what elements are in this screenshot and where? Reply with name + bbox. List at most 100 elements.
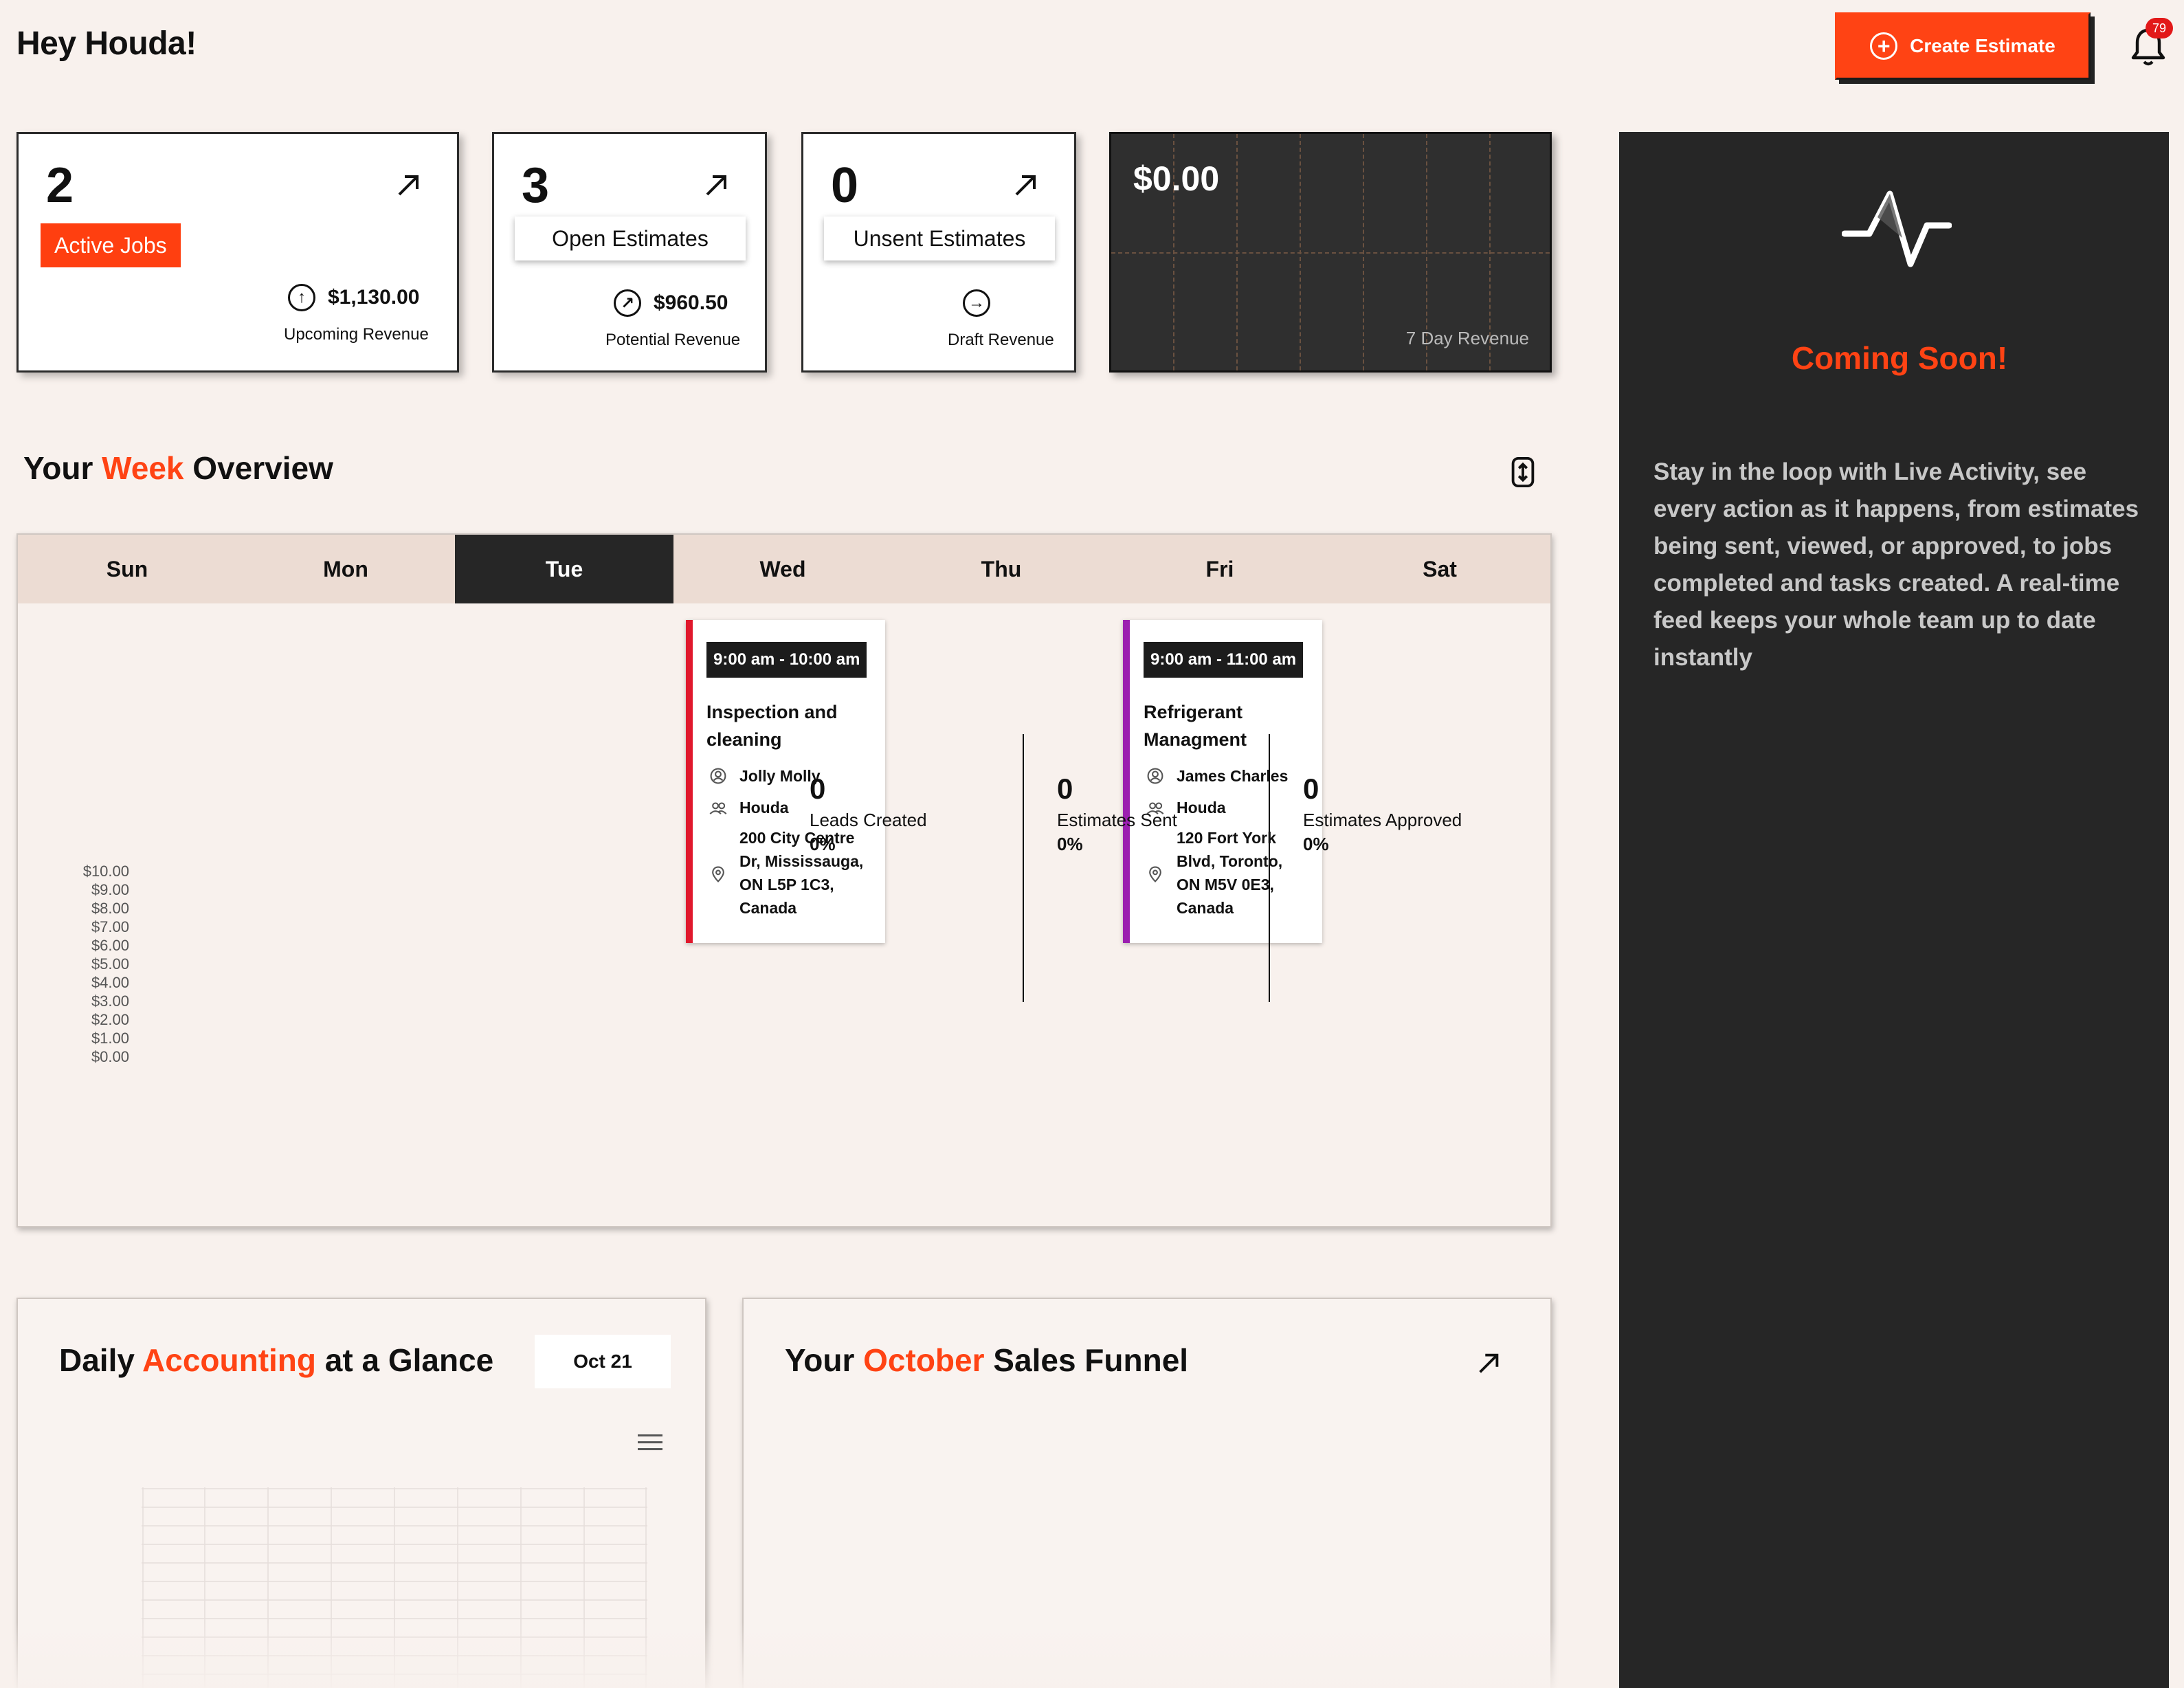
y-tick: $8.00: [91, 900, 129, 917]
day-header-wed[interactable]: Wed: [673, 535, 892, 603]
y-tick: $1.00: [91, 1030, 129, 1047]
arrow-up-right-icon[interactable]: [703, 171, 731, 199]
funnel-percent: 0%: [1057, 834, 1083, 854]
y-tick: $10.00: [82, 863, 129, 880]
seven-day-revenue-card[interactable]: $0.00 7 Day Revenue: [1109, 132, 1552, 373]
funnel-percent: 0%: [810, 834, 836, 854]
notification-badge: 79: [2146, 18, 2173, 38]
create-estimate-button[interactable]: + Create Estimate: [1835, 12, 2091, 80]
arrow-up-right-icon[interactable]: [395, 171, 423, 199]
plus-circle-icon: +: [1870, 32, 1898, 60]
job-time: 9:00 am - 10:00 am: [706, 642, 867, 678]
title-part: at a Glance: [316, 1342, 494, 1378]
accounting-y-axis: $10.00 $9.00 $8.00 $7.00 $6.00 $5.00 $4.…: [41, 862, 129, 1066]
job-color-bar: [1123, 620, 1130, 943]
title-part: Daily: [59, 1342, 143, 1378]
location-pin-icon: [712, 866, 724, 882]
day-header-sun[interactable]: Sun: [18, 535, 236, 603]
day-header-fri[interactable]: Fri: [1111, 535, 1329, 603]
open-estimates-label: Open Estimates: [515, 216, 746, 260]
job-address: 120 Fort York Blvd, Toronto, ON M5V 0E3,…: [1177, 829, 1283, 917]
job-client: Jolly Molly: [739, 767, 821, 785]
greeting-title: Hey Houda!: [16, 25, 197, 62]
day-header-mon[interactable]: Mon: [236, 535, 455, 603]
scroll-fade: [0, 1622, 1601, 1688]
y-tick: $3.00: [91, 992, 129, 1010]
open-estimates-count: 3: [522, 158, 550, 213]
potential-revenue-label: Potential Revenue: [605, 331, 741, 349]
upcoming-revenue-amount: $1,130.00: [328, 286, 420, 309]
seven-day-revenue-label: 7 Day Revenue: [1405, 328, 1529, 348]
funnel-value: 0: [1303, 773, 1319, 805]
funnel-divider: [1269, 734, 1270, 1002]
job-client: James Charles: [1177, 767, 1289, 785]
unsent-estimates-label: Unsent Estimates: [824, 216, 1055, 260]
title-part: Overview: [183, 450, 333, 486]
arrow-up-right-circle-icon: ↗: [614, 289, 641, 317]
job-address: 200 City Centre Dr, Mississauga, ON L5P …: [739, 829, 864, 917]
users-icon: [1146, 802, 1164, 814]
y-tick: $9.00: [91, 881, 129, 898]
seven-day-revenue-value: $0.00: [1133, 159, 1220, 198]
title-accent: Accounting: [142, 1342, 317, 1378]
job-title: Inspection and cleaning: [706, 702, 838, 750]
funnel-leads-created: 0 Leads Created 0%: [810, 773, 927, 855]
user-circle-icon: [1147, 768, 1163, 784]
unsent-estimates-count: 0: [831, 158, 859, 213]
y-tick: $0.00: [91, 1048, 129, 1065]
job-assignee: Houda: [739, 799, 789, 817]
unsent-estimates-card[interactable]: 0 Unsent Estimates → Draft Revenue: [801, 132, 1076, 373]
grid-line: [1111, 252, 1550, 254]
title-part: Sales Funnel: [984, 1342, 1189, 1378]
users-icon: [709, 802, 727, 814]
menu-icon[interactable]: [638, 1434, 662, 1452]
active-jobs-label: Active Jobs: [41, 223, 181, 267]
arrow-right-circle-icon: →: [963, 289, 990, 317]
funnel-label: Estimates Approved: [1303, 810, 1462, 830]
arrow-up-right-icon[interactable]: [1012, 171, 1040, 199]
title-accent: Week: [102, 450, 184, 486]
job-card[interactable]: 9:00 am - 10:00 am Inspection and cleani…: [686, 620, 885, 943]
create-estimate-label: Create Estimate: [1910, 35, 2055, 56]
live-activity-panel: [1619, 132, 2169, 1688]
job-title: Refrigerant Managment: [1144, 702, 1247, 750]
live-activity-description: Stay in the loop with Live Activity, see…: [1653, 458, 2139, 671]
title-part: Your: [785, 1342, 864, 1378]
funnel-divider: [1023, 734, 1024, 1002]
active-jobs-card[interactable]: 2 Active Jobs ↑ $1,130.00 Upcoming Reven…: [16, 132, 459, 373]
y-tick: $4.00: [91, 974, 129, 991]
y-tick: $5.00: [91, 955, 129, 973]
expand-vertical-icon[interactable]: [1511, 456, 1535, 488]
active-jobs-count: 2: [46, 158, 74, 213]
open-estimates-card[interactable]: 3 Open Estimates ↗ $960.50 Potential Rev…: [492, 132, 767, 373]
funnel-value: 0: [1057, 773, 1073, 805]
arrow-up-circle-icon: ↑: [288, 284, 315, 311]
title-part: Your: [23, 450, 102, 486]
job-color-bar: [686, 620, 693, 943]
day-header-tue[interactable]: Tue: [455, 535, 673, 603]
arrow-up-right-icon[interactable]: [1476, 1350, 1502, 1376]
y-tick: $2.00: [91, 1011, 129, 1028]
user-circle-icon: [710, 768, 726, 784]
y-tick: $7.00: [91, 918, 129, 935]
funnel-label: Leads Created: [810, 810, 927, 830]
potential-revenue-amount: $960.50: [654, 291, 728, 314]
activity-pulse-icon: [1842, 190, 1952, 267]
job-assignee: Houda: [1177, 799, 1226, 817]
coming-soon-heading: Coming Soon!: [1791, 340, 2008, 376]
funnel-estimates-approved: 0 Estimates Approved 0%: [1303, 773, 1462, 855]
funnel-value: 0: [810, 773, 826, 805]
day-header-sat[interactable]: Sat: [1329, 535, 1550, 603]
job-card[interactable]: 9:00 am - 11:00 am Refrigerant Managment…: [1123, 620, 1322, 943]
day-header-thu[interactable]: Thu: [892, 535, 1111, 603]
job-time: 9:00 am - 11:00 am: [1144, 642, 1304, 678]
accounting-title: Daily Accounting at a Glance: [59, 1342, 493, 1379]
date-selector[interactable]: Oct 21: [535, 1335, 671, 1388]
week-calendar: Sun Mon Tue Wed Thu Fri Sat 9:00 am - 10…: [16, 533, 1552, 1228]
funnel-estimates-sent: 0 Estimates Sent 0%: [1057, 773, 1177, 855]
funnel-percent: 0%: [1303, 834, 1329, 854]
draft-revenue-label: Draft Revenue: [948, 331, 1054, 349]
title-accent: October: [863, 1342, 985, 1378]
funnel-label: Estimates Sent: [1057, 810, 1177, 830]
week-overview-title: Your Week Overview: [23, 449, 333, 487]
